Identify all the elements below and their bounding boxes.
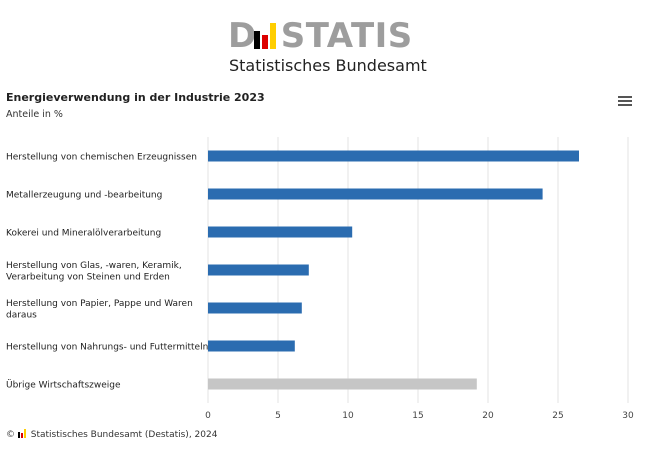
x-tick-label: 15 <box>412 411 423 421</box>
logo-subtitle: Statistisches Bundesamt <box>229 56 427 75</box>
x-tick-label: 30 <box>622 411 634 421</box>
german-flag-icon <box>254 23 276 49</box>
chart-subtitle: Anteile in % <box>6 109 63 120</box>
footer-text: Statistisches Bundesamt (Destatis), 2024 <box>30 430 218 440</box>
bar <box>208 264 309 276</box>
logo-wordmark-prefix: D <box>228 16 257 56</box>
bar <box>208 188 543 200</box>
category-label: Metallerzeugung und -bearbeitung <box>6 191 162 201</box>
x-tick-label: 5 <box>275 411 281 421</box>
x-tick-label: 10 <box>342 411 354 421</box>
german-flag-icon <box>17 429 26 438</box>
copyright-symbol: © <box>6 430 15 440</box>
hamburger-menu-icon-line <box>618 96 632 98</box>
x-tick-label: 25 <box>552 411 563 421</box>
chart-menu-button[interactable] <box>616 94 634 110</box>
category-label: Herstellung von Glas, -waren, Keramik, Ve… <box>6 261 182 283</box>
category-label: Herstellung von Nahrungs- und Futtermitt… <box>6 343 208 353</box>
hamburger-menu-icon-line <box>618 100 632 102</box>
bar <box>208 226 353 238</box>
logo-wordmark-suffix: STATIS <box>280 16 413 56</box>
logo-wordmark: D STATIS <box>228 16 413 56</box>
x-tick-label: 20 <box>482 411 494 421</box>
hamburger-menu-icon-line <box>618 104 632 106</box>
chart-title: Energieverwendung in der Industrie 2023 <box>6 91 265 104</box>
category-label: Übrige Wirtschaftszweige <box>6 380 121 391</box>
category-label: Herstellung von chemischen Erzeugnissen <box>6 153 197 163</box>
x-tick-label: 0 <box>205 411 211 421</box>
bar <box>208 302 302 314</box>
footer-credit: © Statistisches Bundesamt (Destatis), 20… <box>6 429 217 440</box>
bar <box>208 378 477 390</box>
bar <box>208 150 579 162</box>
destatis-logo: D STATIS Statistisches Bundesamt <box>228 16 428 78</box>
bar <box>208 340 295 352</box>
category-label: Herstellung von Papier, Pappe und Waren d… <box>6 299 193 321</box>
category-label: Kokerei und Mineralölverarbeitung <box>6 229 161 239</box>
